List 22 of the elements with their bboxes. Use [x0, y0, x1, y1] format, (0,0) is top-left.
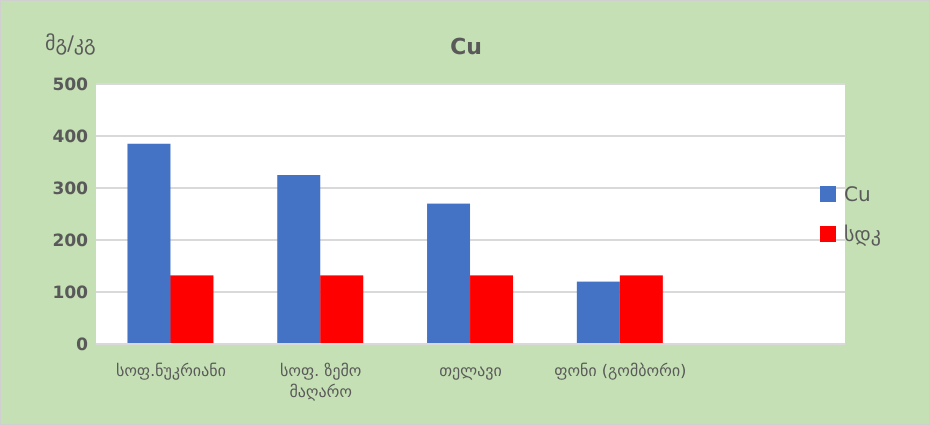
y-tick-label: 500	[52, 75, 88, 96]
legend-label: სდკ	[844, 222, 881, 246]
chart-title: Cu	[450, 35, 482, 60]
y-tick-label: 0	[76, 335, 88, 356]
bar	[470, 275, 514, 344]
legend-label: Cu	[844, 182, 871, 206]
bar	[320, 275, 364, 344]
x-tick-label: თელავი	[439, 361, 502, 380]
x-tick-label: სოფ.ნუკრიანი	[116, 361, 226, 380]
x-tick-label: სოფ. ზემო მაღარო	[280, 361, 362, 401]
bar	[277, 175, 320, 344]
bar	[127, 144, 170, 344]
y-tick-label: 100	[52, 283, 88, 304]
bar	[170, 275, 214, 344]
y-tick-label: 200	[52, 231, 88, 252]
y-axis-title: მგ/კგ	[45, 31, 96, 55]
y-tick-label: 400	[52, 127, 88, 148]
bar	[576, 282, 620, 344]
x-tick-label: ფონი (გომბორი)	[554, 361, 686, 380]
bar	[620, 275, 663, 344]
y-tick-label: 300	[52, 179, 88, 200]
bar	[427, 204, 470, 344]
